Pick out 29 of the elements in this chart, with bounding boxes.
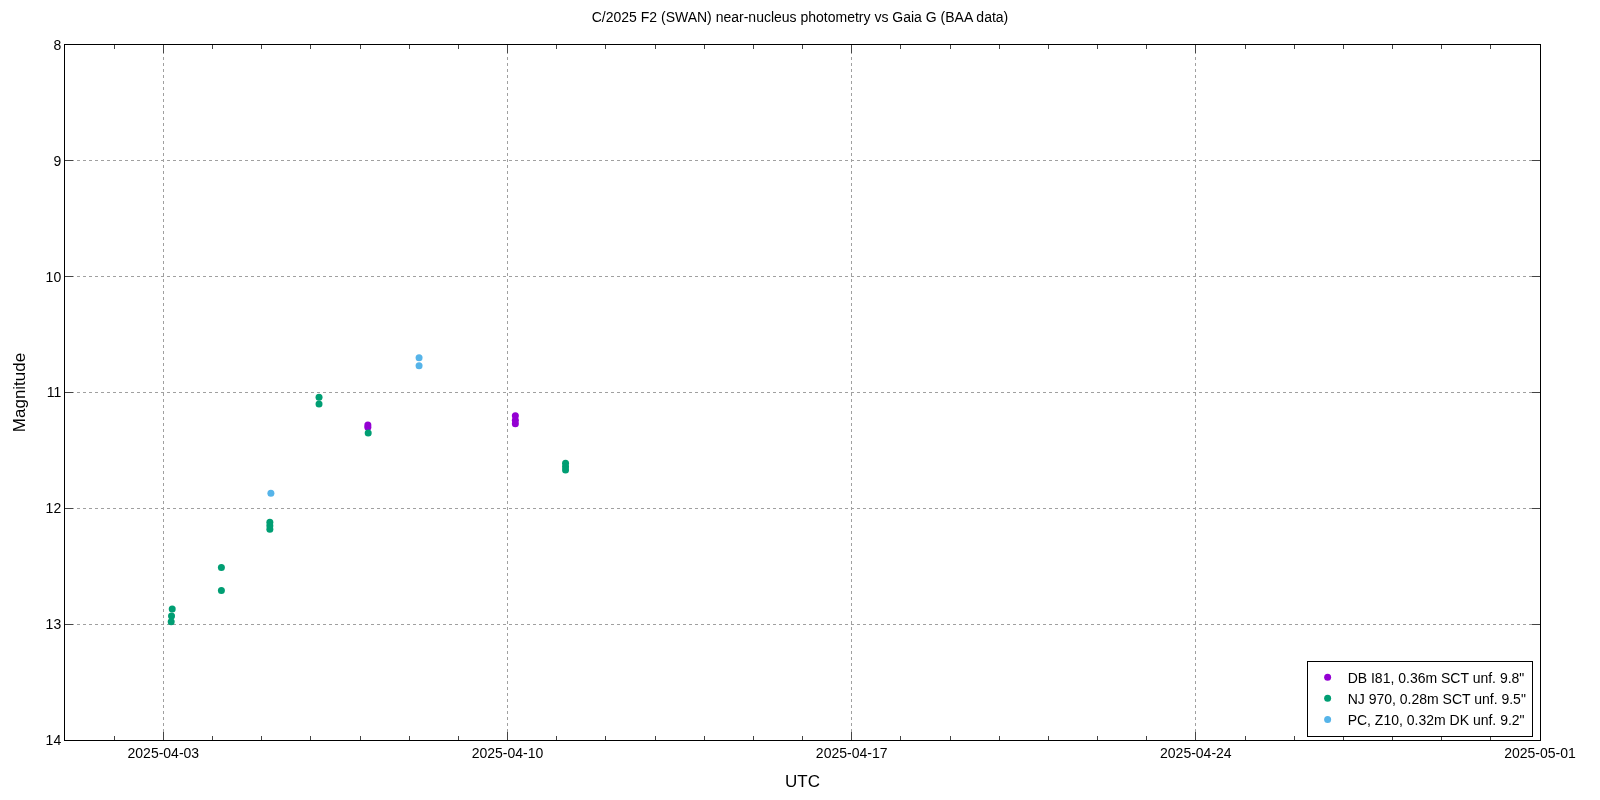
y-tick-label: 11 [46, 384, 62, 401]
point [217, 563, 225, 571]
legend-label: NJ 970, 0.28m SCT unf. 9.5" [1347, 690, 1526, 707]
point [511, 420, 519, 428]
point [167, 618, 175, 626]
x-tick-label: 2025-04-03 [127, 744, 200, 761]
chart-title: C/2025 F2 (SWAN) near-nucleus photometry vs Gaia G (BAA data) [591, 8, 1009, 25]
point [267, 489, 275, 497]
y-tick-label: 10 [45, 268, 62, 285]
point [315, 393, 323, 401]
legend-label: PC, Z10, 0.32m DK unf. 9.2" [1347, 711, 1525, 728]
x-tick-label: 2025-04-24 [1160, 744, 1232, 761]
point [415, 354, 423, 362]
y-tick-label: 9 [53, 152, 62, 169]
x-axis-title: UTC [785, 772, 820, 792]
y-tick-label: 8 [53, 36, 62, 53]
point [217, 587, 225, 595]
x-tick-label: 2025-05-01 [1504, 744, 1577, 761]
point [315, 400, 323, 408]
y-tick-label: 13 [45, 616, 62, 633]
y-tick-label: 14 [45, 731, 62, 748]
legend-label: DB I81, 0.36m SCT unf. 9.8" [1347, 669, 1525, 686]
x-tick-label: 2025-04-17 [815, 744, 888, 761]
y-axis-title: Magnitude [10, 352, 30, 433]
y-tick-label: 12 [45, 500, 62, 517]
point [168, 605, 176, 613]
point [364, 429, 372, 437]
point [415, 362, 423, 370]
x-tick-label: 2025-04-10 [471, 744, 544, 761]
